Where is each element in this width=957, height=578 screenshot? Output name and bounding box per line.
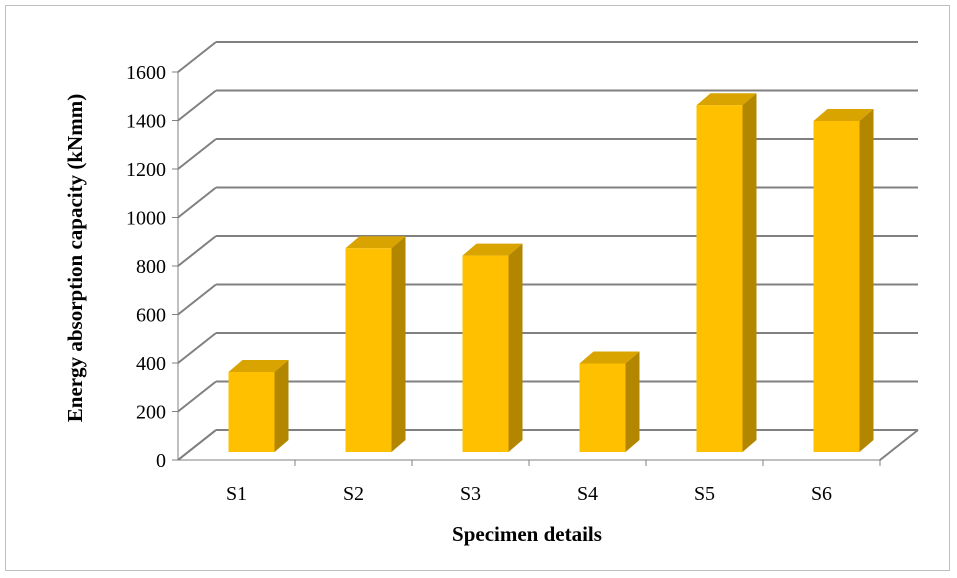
x-tick-label: S6 — [811, 483, 832, 505]
bar-S6 — [813, 108, 874, 453]
floor-right-edge — [879, 429, 919, 461]
bar-side-face — [859, 108, 874, 453]
y-tick-label: 400 — [136, 353, 166, 375]
bar-top-face — [345, 236, 406, 249]
x-tick-label: S4 — [577, 483, 598, 505]
y-tick-label: 1000 — [126, 208, 166, 230]
x-tick-label: S5 — [694, 483, 715, 505]
bar-side-face — [742, 93, 757, 452]
side-wall-gridline — [177, 89, 217, 122]
side-wall-gridline — [177, 186, 217, 219]
bar-S3 — [462, 243, 523, 452]
y-tick-label: 1400 — [126, 111, 166, 133]
bar-side-face — [625, 351, 640, 452]
x-axis-title: Specimen details — [452, 522, 602, 546]
y-tick-label: 200 — [136, 402, 166, 424]
bar-top-face — [579, 351, 640, 364]
x-tick-label: S2 — [343, 483, 364, 505]
y-tick-label: 800 — [136, 256, 166, 278]
gridlines — [177, 41, 918, 461]
bars — [228, 93, 874, 453]
bar-S1 — [228, 359, 289, 452]
y-tick-labels: 0 200 400 600 800 1000 1200 1400 1600 — [126, 62, 166, 472]
side-wall-gridline — [177, 283, 217, 316]
y-tick-label: 1200 — [126, 159, 166, 181]
side-wall-gridline — [177, 380, 217, 413]
y-tick-label: 600 — [136, 305, 166, 327]
bar-front-face — [228, 371, 275, 452]
bar-S5 — [696, 93, 757, 452]
bar-front-face — [462, 255, 509, 452]
side-wall-gridline — [177, 235, 217, 267]
floor-left-edge — [177, 429, 217, 461]
bar-front-face — [813, 120, 860, 453]
side-wall-gridline — [177, 138, 217, 170]
x-tick-label: S1 — [226, 483, 247, 505]
bar-front-face — [579, 363, 626, 452]
bar-side-face — [391, 236, 406, 452]
x-tick-label: S3 — [460, 483, 481, 505]
y-tick-label: 0 — [156, 450, 166, 472]
bar-front-face — [696, 105, 743, 452]
bar-top-face — [462, 243, 523, 256]
bar-front-face — [345, 248, 392, 452]
bar-side-face — [508, 243, 523, 452]
x-tick-labels: S1 S2 S3 S4 S5 S6 — [226, 483, 832, 505]
bar-top-face — [228, 359, 289, 372]
bar-top-face — [813, 108, 874, 121]
side-wall-gridline — [177, 41, 217, 73]
y-axis-title: Energy absorption capacity (kNmm) — [63, 94, 87, 422]
bar-S2 — [345, 236, 406, 452]
side-wall-gridline — [177, 332, 217, 364]
y-tick-label: 1600 — [126, 62, 166, 84]
bar-S4 — [579, 351, 640, 452]
bar-side-face — [274, 359, 289, 452]
axes — [172, 71, 919, 466]
bar-top-face — [696, 93, 757, 106]
